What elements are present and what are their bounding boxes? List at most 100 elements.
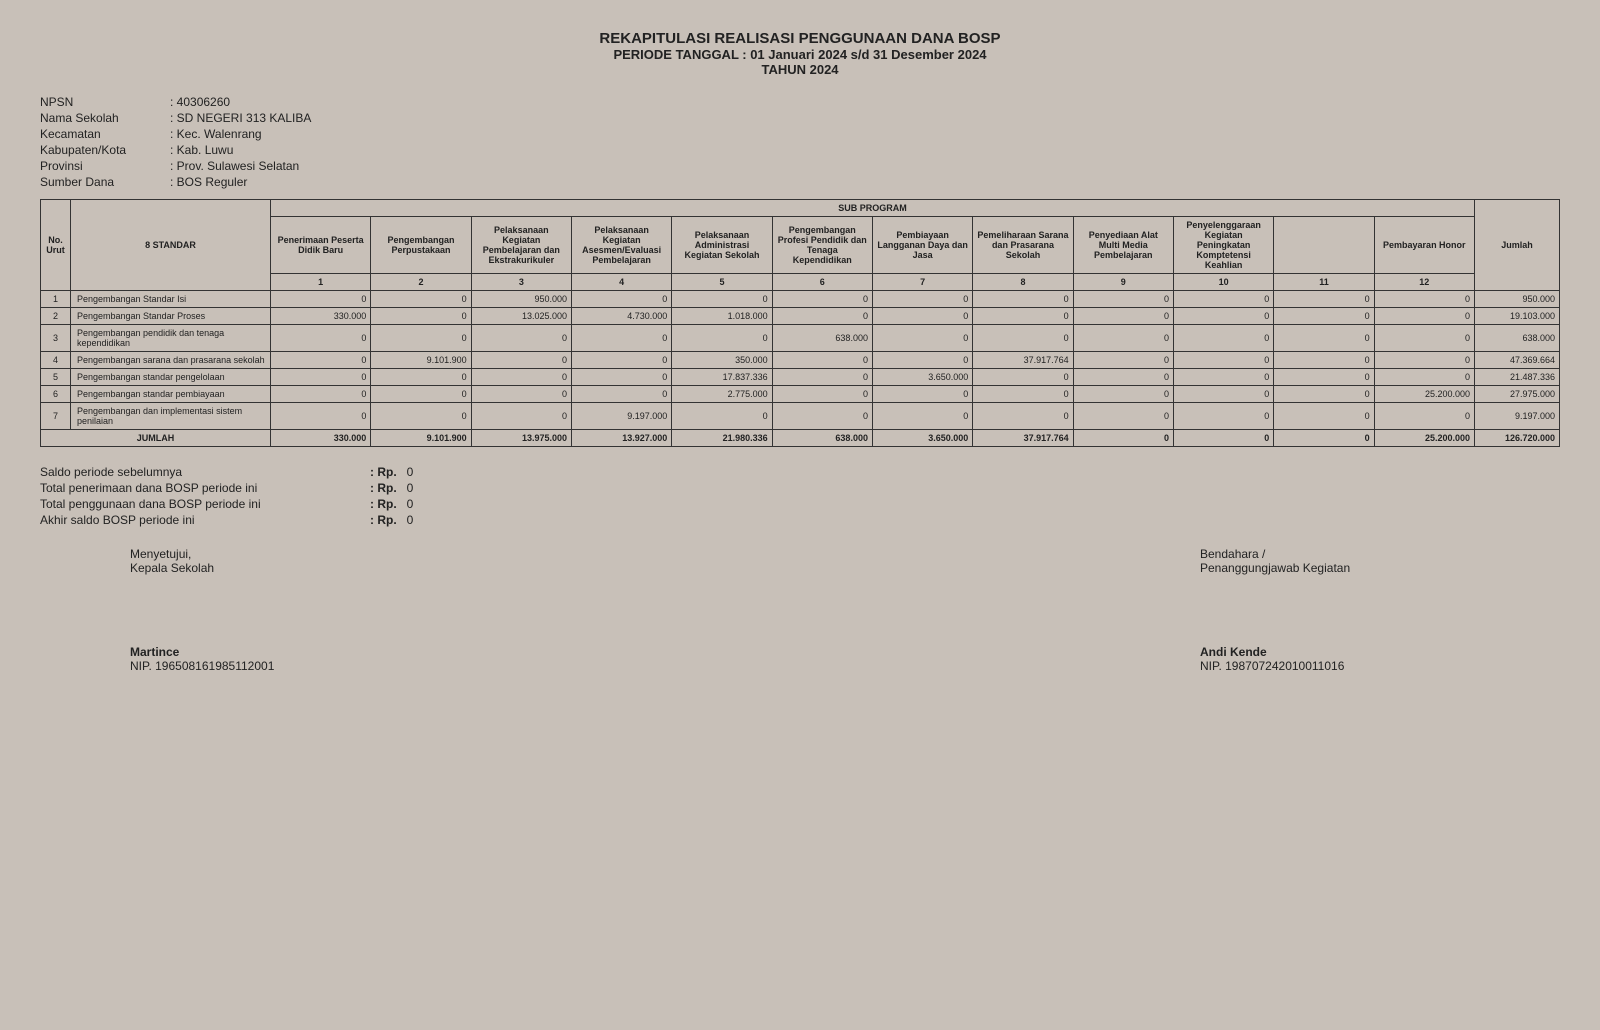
cell-standar: Pengembangan dan implementasi sistem pen… [71,403,271,430]
sign-left-name: Martince [130,645,430,659]
cell-sum: 950.000 [1475,291,1560,308]
cell-value: 0 [973,308,1073,325]
total-c8: 37.917.764 [973,430,1073,447]
cell-value: 0 [571,386,671,403]
recap-table: No. Urut 8 STANDAR SUB PROGRAM Jumlah Pe… [40,199,1560,447]
cell-value: 0 [1073,308,1173,325]
summary-block: Saldo periode sebelumnya: Rp.0 Total pen… [40,465,1560,527]
cell-value: 0 [872,308,972,325]
sum-s2-rp: : Rp. [370,481,397,495]
cell-value: 0 [1173,352,1273,369]
cell-value: 0 [772,403,872,430]
meta-kec-label: Kecamatan [40,127,170,141]
cell-value: 0 [672,291,772,308]
th-jumlah: Jumlah [1475,200,1560,291]
table-body: 1Pengembangan Standar Isi00950.000000000… [41,291,1560,430]
cell-value: 3.650.000 [872,369,972,386]
cell-value: 0 [271,369,371,386]
cell-sum: 27.975.000 [1475,386,1560,403]
signature-block: Menyetujui, Kepala Sekolah Martince NIP.… [40,547,1560,673]
cell-value: 0 [1173,386,1273,403]
th-c1: Penerimaan Peserta Didik Baru [271,217,371,274]
sign-left-role2: Kepala Sekolah [130,561,430,575]
cell-value: 0 [772,352,872,369]
meta-dana: BOS Reguler [170,175,247,189]
cell-value: 0 [872,403,972,430]
meta-nama-label: Nama Sekolah [40,111,170,125]
cell-value: 0 [772,369,872,386]
th-c8: Pemeliharaan Sarana dan Prasarana Sekola… [973,217,1073,274]
cell-value: 0 [371,403,471,430]
table-row: 4Pengembangan sarana dan prasarana sekol… [41,352,1560,369]
cell-standar: Pengembangan sarana dan prasarana sekola… [71,352,271,369]
cell-value: 0 [1073,386,1173,403]
cell-value: 0 [1173,369,1273,386]
meta-nama: SD NEGERI 313 KALIBA [170,111,311,125]
th-subprogram: SUB PROGRAM [271,200,1475,217]
cell-value: 0 [772,291,872,308]
sum-s1-rp: : Rp. [370,465,397,479]
sum-s1-val: 0 [407,465,414,479]
table-row: 1Pengembangan Standar Isi00950.000000000… [41,291,1560,308]
title-period: PERIODE TANGGAL : 01 Januari 2024 s/d 31… [40,47,1560,62]
cell-value: 330.000 [271,308,371,325]
sign-left: Menyetujui, Kepala Sekolah Martince NIP.… [130,547,430,673]
cell-value: 350.000 [672,352,772,369]
sign-left-nip: NIP. 196508161985112001 [130,659,430,673]
cell-value: 0 [973,325,1073,352]
sign-right-role2: Penanggungjawab Kegiatan [1200,561,1500,575]
cell-value: 0 [271,325,371,352]
cell-value: 950.000 [471,291,571,308]
cell-value: 0 [1173,403,1273,430]
cell-value: 1.018.000 [672,308,772,325]
cell-standar: Pengembangan Standar Proses [71,308,271,325]
cell-value: 0 [271,352,371,369]
th-c4: Pelaksanaan Kegiatan Asesmen/Evaluasi Pe… [571,217,671,274]
sign-left-role1: Menyetujui, [130,547,430,561]
total-c6: 638.000 [772,430,872,447]
th-c7: Pembiayaan Langganan Daya dan Jasa [872,217,972,274]
cell-value: 0 [471,325,571,352]
sum-s1-label: Saldo periode sebelumnya [40,465,370,479]
meta-npsn-label: NPSN [40,95,170,109]
sum-s4-label: Akhir saldo BOSP periode ini [40,513,370,527]
cell-value: 0 [1073,325,1173,352]
cell-standar: Pengembangan pendidik dan tenaga kependi… [71,325,271,352]
total-c2: 9.101.900 [371,430,471,447]
sign-right-nip: NIP. 198707242010011016 [1200,659,1500,673]
cell-value: 0 [1274,308,1374,325]
th-n1: 1 [271,274,371,291]
sum-s4-val: 0 [407,513,414,527]
th-c12: Pembayaran Honor [1374,217,1474,274]
cell-sum: 638.000 [1475,325,1560,352]
th-n11: 11 [1274,274,1374,291]
title-block: REKAPITULASI REALISASI PENGGUNAAN DANA B… [40,30,1560,77]
total-c11: 0 [1274,430,1374,447]
th-n4: 4 [571,274,671,291]
cell-value: 25.200.000 [1374,386,1474,403]
sign-right-name: Andi Kende [1200,645,1500,659]
cell-value: 0 [1274,369,1374,386]
cell-value: 0 [1274,325,1374,352]
cell-sum: 21.487.336 [1475,369,1560,386]
meta-block: NPSN40306260 Nama SekolahSD NEGERI 313 K… [40,95,1560,189]
cell-value: 0 [1374,325,1474,352]
th-c11 [1274,217,1374,274]
cell-value: 0 [571,325,671,352]
cell-value: 0 [371,386,471,403]
total-c12: 25.200.000 [1374,430,1474,447]
th-no: No. Urut [41,200,71,291]
total-c5: 21.980.336 [672,430,772,447]
cell-value: 0 [471,352,571,369]
sum-s4-rp: : Rp. [370,513,397,527]
cell-value: 13.025.000 [471,308,571,325]
total-c1: 330.000 [271,430,371,447]
th-n7: 7 [872,274,972,291]
total-label: JUMLAH [41,430,271,447]
cell-value: 0 [1073,403,1173,430]
cell-standar: Pengembangan Standar Isi [71,291,271,308]
cell-value: 0 [271,291,371,308]
total-c10: 0 [1173,430,1273,447]
total-c7: 3.650.000 [872,430,972,447]
cell-value: 2.775.000 [672,386,772,403]
